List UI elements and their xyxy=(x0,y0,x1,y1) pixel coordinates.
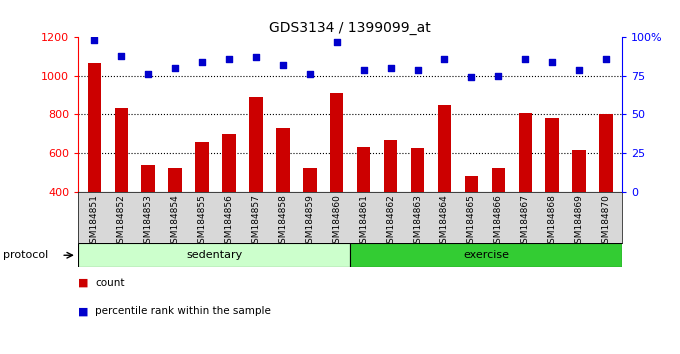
Text: GSM184869: GSM184869 xyxy=(575,194,583,249)
Bar xyxy=(141,165,155,192)
Point xyxy=(197,59,207,65)
Bar xyxy=(438,105,452,192)
Bar xyxy=(350,243,622,267)
Text: GSM184864: GSM184864 xyxy=(440,194,449,249)
Text: GSM184867: GSM184867 xyxy=(521,194,530,249)
Bar xyxy=(464,176,478,192)
Text: ■: ■ xyxy=(78,278,88,288)
Point xyxy=(439,56,450,62)
Bar xyxy=(492,167,505,192)
Point xyxy=(466,75,477,80)
Bar xyxy=(411,148,424,192)
Text: GSM184862: GSM184862 xyxy=(386,194,395,249)
Bar xyxy=(78,243,350,267)
Text: ■: ■ xyxy=(78,306,88,316)
Text: exercise: exercise xyxy=(463,250,509,260)
Text: GSM184861: GSM184861 xyxy=(359,194,368,249)
Text: GSM184865: GSM184865 xyxy=(467,194,476,249)
Point xyxy=(520,56,530,62)
Point xyxy=(305,72,316,77)
Text: protocol: protocol xyxy=(3,250,49,260)
Point xyxy=(89,38,100,43)
Title: GDS3134 / 1399099_at: GDS3134 / 1399099_at xyxy=(269,21,431,35)
Bar xyxy=(114,108,128,192)
Bar xyxy=(195,142,209,192)
Point xyxy=(170,65,181,71)
Text: GSM184851: GSM184851 xyxy=(90,194,99,249)
Bar xyxy=(357,147,371,192)
Bar xyxy=(276,128,290,192)
Point xyxy=(574,67,585,73)
Bar xyxy=(545,118,559,192)
Bar xyxy=(384,139,397,192)
Bar xyxy=(330,93,343,192)
Bar xyxy=(222,134,236,192)
Text: GSM184863: GSM184863 xyxy=(413,194,422,249)
Point xyxy=(412,67,423,73)
Bar xyxy=(573,150,586,192)
Point xyxy=(600,56,611,62)
Text: GSM184868: GSM184868 xyxy=(547,194,557,249)
Point xyxy=(547,59,558,65)
Text: sedentary: sedentary xyxy=(186,250,242,260)
Point xyxy=(143,72,154,77)
Point xyxy=(493,73,504,79)
Point xyxy=(224,56,235,62)
Point xyxy=(331,39,342,45)
Text: GSM184852: GSM184852 xyxy=(117,194,126,249)
Text: GSM184857: GSM184857 xyxy=(252,194,260,249)
Point xyxy=(385,65,396,71)
Text: GSM184855: GSM184855 xyxy=(198,194,207,249)
Point xyxy=(116,53,126,58)
Text: count: count xyxy=(95,278,124,288)
Bar xyxy=(599,114,613,192)
Bar xyxy=(169,167,182,192)
Text: GSM184866: GSM184866 xyxy=(494,194,503,249)
Bar xyxy=(303,167,316,192)
Text: GSM184859: GSM184859 xyxy=(305,194,314,249)
Bar xyxy=(519,113,532,192)
Text: GSM184858: GSM184858 xyxy=(278,194,288,249)
Text: GSM184853: GSM184853 xyxy=(143,194,153,249)
Text: GSM184854: GSM184854 xyxy=(171,194,180,249)
Text: GSM184870: GSM184870 xyxy=(602,194,611,249)
Point xyxy=(277,62,288,68)
Bar xyxy=(249,97,262,192)
Point xyxy=(250,55,261,60)
Point xyxy=(358,67,369,73)
Bar xyxy=(88,63,101,192)
Text: GSM184856: GSM184856 xyxy=(224,194,233,249)
Text: GSM184860: GSM184860 xyxy=(333,194,341,249)
Text: percentile rank within the sample: percentile rank within the sample xyxy=(95,306,271,316)
